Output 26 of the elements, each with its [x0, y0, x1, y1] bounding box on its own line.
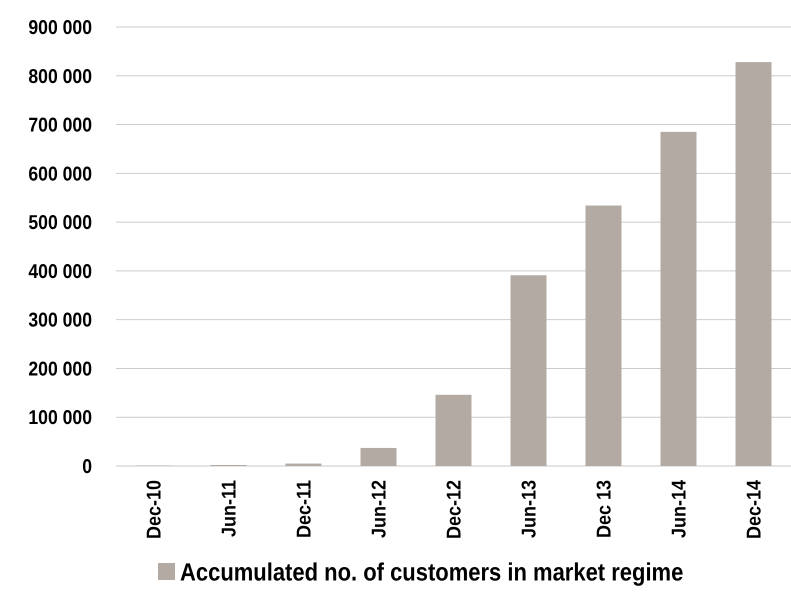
bar — [436, 394, 472, 466]
x-tick-label: Dec-10 — [144, 480, 166, 540]
y-tick-label: 0 — [82, 454, 92, 478]
x-tick-label: Dec 13 — [594, 480, 616, 538]
x-tick-label: Jun-13 — [518, 480, 541, 538]
y-tick-label: 200 000 — [28, 357, 92, 380]
x-tick-label: Dec-14 — [744, 480, 766, 540]
x-tick-label: Dec-12 — [444, 480, 466, 540]
y-tick-label: 600 000 — [28, 162, 92, 185]
bar — [510, 275, 546, 466]
x-tick-label: Jun-12 — [368, 480, 391, 538]
y-tick-label: 500 000 — [28, 211, 92, 234]
y-tick-label: 300 000 — [28, 308, 92, 331]
bar — [360, 448, 396, 466]
y-tick-label: 400 000 — [28, 260, 92, 282]
legend-label: Accumulated no. of customers in market regime — [180, 558, 684, 586]
x-tick-label: Jun-14 — [668, 480, 691, 538]
bar — [736, 62, 772, 466]
y-tick-label: 800 000 — [28, 64, 92, 88]
bar — [660, 132, 696, 466]
bar — [586, 206, 622, 466]
x-tick-label: Jun-11 — [218, 480, 241, 537]
y-tick-label: 100 000 — [28, 406, 92, 428]
x-tick-label: Dec-11 — [294, 480, 316, 538]
y-tick-label: 900 000 — [28, 16, 92, 38]
y-tick-label: 700 000 — [28, 114, 92, 136]
